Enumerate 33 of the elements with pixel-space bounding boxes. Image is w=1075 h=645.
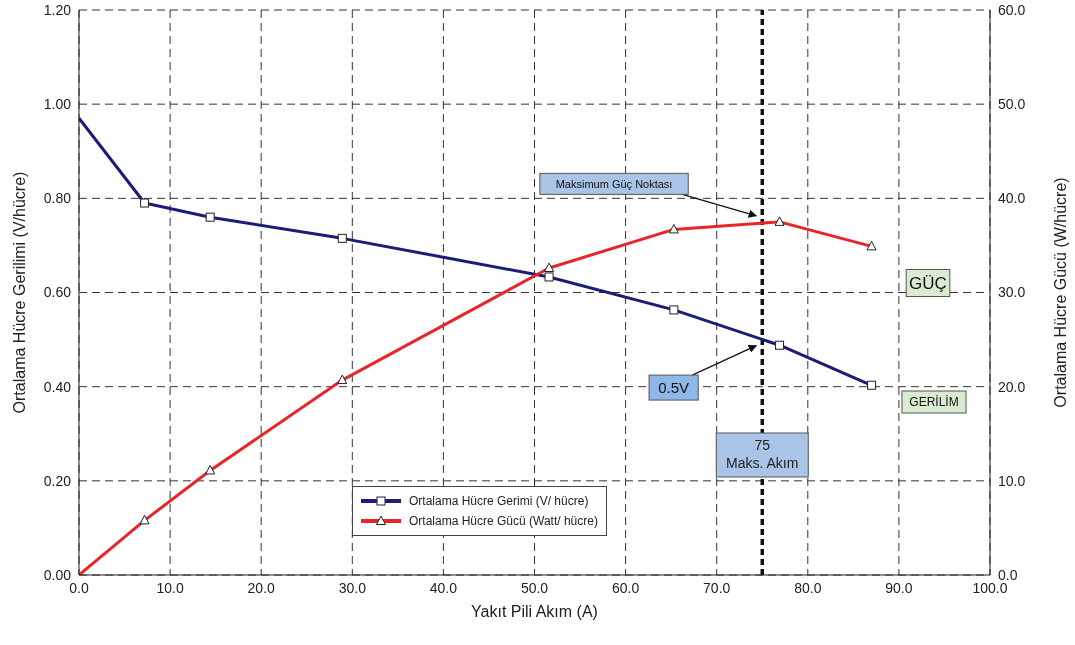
annotation: GÜÇ bbox=[909, 273, 947, 293]
y-axis-title: Ortalama Hücre Gerilimi (V/hücre) bbox=[10, 171, 28, 414]
annotation: GERİLİM bbox=[909, 395, 959, 410]
x-tick-label: 30.0 bbox=[338, 579, 367, 596]
y-tick-label: 1.00 bbox=[43, 96, 72, 113]
y-tick-label: 0.80 bbox=[43, 190, 72, 207]
x-tick-label: 40.0 bbox=[429, 579, 458, 596]
legend-label: Ortalama Hücre Gerimi (V/ hücre) bbox=[409, 494, 589, 508]
x-tick-label: 0.0 bbox=[69, 579, 89, 596]
y-tick-label: 0.60 bbox=[43, 284, 72, 301]
y2-tick-label: 60.0 bbox=[998, 1, 1026, 18]
y2-tick-label: 20.0 bbox=[998, 378, 1026, 395]
annotation: 0.5V bbox=[658, 378, 690, 396]
y-tick-label: 0.40 bbox=[43, 378, 72, 395]
x-tick-label: 60.0 bbox=[611, 579, 640, 596]
x-tick-label: 90.0 bbox=[885, 579, 913, 596]
x-axis-title: Yakıt Pili Akım (A) bbox=[471, 603, 598, 620]
legend-label: Ortalama Hücre Gücü (Watt/ hücre) bbox=[409, 514, 598, 528]
y-tick-label: 1.20 bbox=[43, 1, 72, 18]
y2-axis-title: Ortalama Hücre Gücü (W/hücre) bbox=[1051, 177, 1069, 408]
x-tick-label: 10.0 bbox=[156, 579, 184, 596]
x-tick-label: 70.0 bbox=[703, 579, 731, 596]
annotation: Maksimum Güç Noktası bbox=[555, 177, 673, 190]
x-tick-label: 50.0 bbox=[520, 579, 549, 596]
y2-tick-label: 10.0 bbox=[998, 472, 1026, 489]
y2-tick-label: 40.0 bbox=[998, 190, 1026, 207]
y2-tick-label: 30.0 bbox=[998, 284, 1026, 301]
y-tick-label: 0.20 bbox=[43, 472, 72, 489]
ref-line-label: 75 Maks. Akım bbox=[726, 437, 799, 471]
y2-tick-label: 50.0 bbox=[998, 96, 1026, 113]
x-tick-label: 80.0 bbox=[794, 579, 822, 596]
x-tick-label: 20.0 bbox=[247, 579, 276, 596]
y-tick-label: 0.00 bbox=[43, 566, 72, 583]
